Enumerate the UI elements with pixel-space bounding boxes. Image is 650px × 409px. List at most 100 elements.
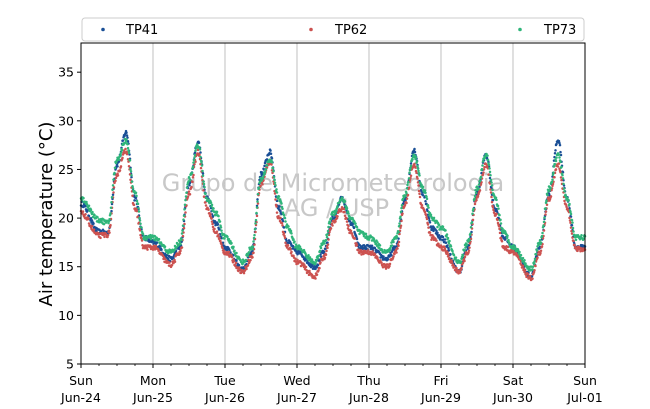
data-point (544, 201, 548, 204)
data-point (340, 196, 344, 199)
data-point (390, 254, 393, 257)
data-point (534, 264, 537, 268)
data-point (473, 202, 477, 206)
data-point (409, 164, 413, 168)
data-point (541, 231, 544, 235)
data-point (256, 200, 259, 203)
data-point (381, 265, 385, 269)
data-point (274, 198, 277, 201)
data-point (135, 194, 138, 198)
data-point (488, 167, 491, 170)
data-point (263, 172, 266, 176)
data-point (487, 163, 491, 167)
data-point (112, 178, 115, 181)
x-tick-day: Wed (283, 373, 310, 388)
data-point (201, 174, 205, 178)
data-point (437, 233, 441, 237)
data-point (227, 250, 231, 254)
data-point (126, 146, 130, 150)
data-point (112, 186, 116, 189)
data-point (374, 242, 378, 246)
data-point (134, 191, 138, 195)
data-point (324, 238, 328, 242)
data-point (235, 251, 238, 255)
data-point (106, 233, 110, 237)
data-point (396, 247, 399, 250)
x-tick-day: Mon (140, 373, 166, 388)
data-point (136, 202, 140, 206)
data-point (395, 236, 399, 239)
data-point (446, 244, 449, 247)
data-point (173, 248, 176, 252)
x-tick-day: Thu (356, 373, 380, 388)
series-TP62 (79, 147, 587, 282)
data-point (562, 187, 566, 190)
data-point (397, 240, 401, 244)
data-point (534, 252, 538, 256)
data-point (501, 227, 504, 231)
data-point (544, 207, 547, 210)
data-point (130, 180, 134, 183)
data-point (478, 179, 482, 183)
data-point (355, 244, 359, 247)
data-point (523, 269, 527, 272)
data-point (87, 207, 90, 210)
data-point (322, 250, 326, 253)
data-point (218, 220, 222, 223)
data-point (334, 209, 338, 213)
data-point (544, 213, 547, 216)
data-point (316, 263, 320, 267)
data-point (225, 248, 229, 252)
data-point (139, 233, 142, 237)
data-point (479, 175, 483, 179)
data-point (424, 200, 427, 203)
x-tick-day: Sat (503, 373, 524, 388)
data-point (193, 153, 197, 157)
data-point (535, 249, 539, 252)
data-point (409, 174, 413, 178)
data-point (380, 248, 384, 252)
data-point (254, 222, 257, 225)
data-point (275, 191, 279, 194)
data-point (560, 178, 563, 182)
data-point (252, 240, 255, 243)
x-tick-day: Sun (573, 373, 597, 388)
data-point (405, 201, 408, 205)
data-point (436, 225, 439, 229)
data-point (549, 186, 552, 190)
data-point (576, 249, 579, 253)
data-point (191, 180, 194, 184)
data-point (378, 244, 382, 247)
data-point (392, 240, 395, 244)
data-point (178, 239, 181, 243)
data-point (113, 166, 117, 170)
data-point (202, 182, 206, 186)
data-point (512, 244, 515, 247)
data-point (476, 194, 480, 198)
data-point (558, 141, 561, 145)
data-point (337, 210, 340, 214)
data-point (224, 245, 227, 249)
data-point (426, 223, 430, 226)
data-point (473, 194, 477, 198)
data-point (559, 160, 562, 164)
data-point (109, 212, 112, 215)
data-point (215, 210, 219, 214)
data-point (531, 265, 535, 269)
data-point (101, 228, 105, 231)
data-point (184, 195, 188, 198)
y-axis-label: Air temperature (°C) (36, 122, 57, 307)
data-point (460, 266, 463, 270)
data-point (551, 182, 555, 186)
data-point (364, 232, 368, 236)
data-point (496, 218, 499, 222)
data-point (230, 241, 233, 245)
data-point (199, 151, 202, 154)
data-point (277, 195, 281, 198)
data-point (400, 206, 403, 210)
data-point (552, 165, 556, 168)
data-point (242, 271, 246, 275)
data-point (252, 251, 255, 254)
data-point (131, 187, 135, 190)
